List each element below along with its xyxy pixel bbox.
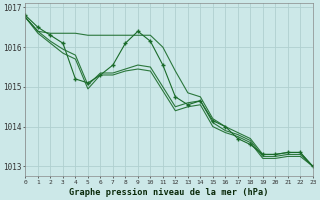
X-axis label: Graphe pression niveau de la mer (hPa): Graphe pression niveau de la mer (hPa) <box>69 188 269 197</box>
